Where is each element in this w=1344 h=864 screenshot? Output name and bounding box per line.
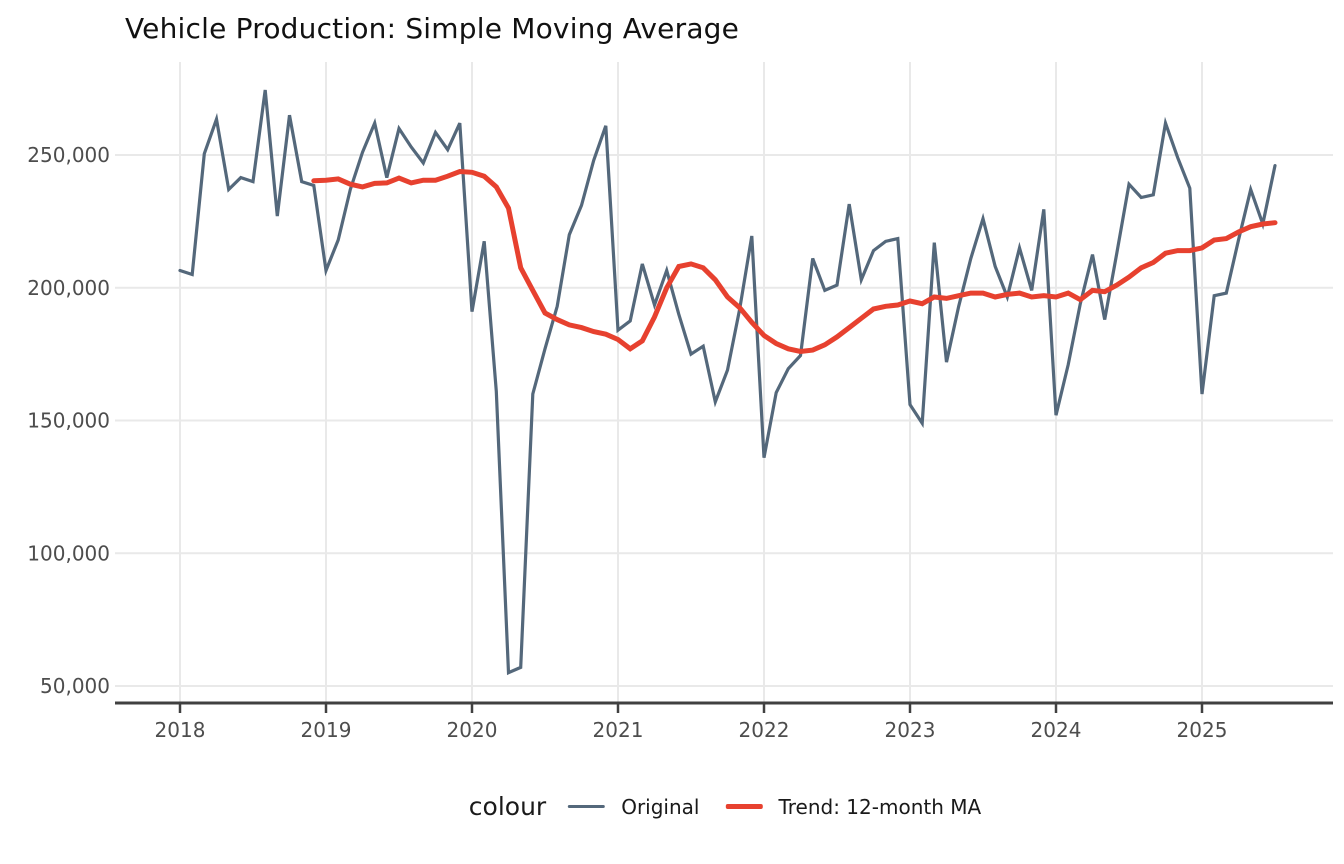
legend-item-original: Original (568, 795, 699, 819)
y-axis-tick-label: 250,000 (27, 143, 110, 167)
legend-title: colour (468, 792, 547, 821)
legend-item-trend: Trend: 12-month MA (725, 795, 981, 819)
series-lines (178, 89, 1278, 676)
legend: colour Original Trend: 12-month MA (469, 792, 981, 821)
y-axis-tick-label: 100,000 (27, 541, 110, 565)
x-axis-tick-label: 2018 (155, 718, 206, 742)
original-series-line (178, 89, 1277, 676)
legend-line-swatch (725, 804, 763, 809)
x-axis-tick-label: 2019 (301, 718, 352, 742)
y-axis-tick-label: 150,000 (27, 409, 110, 433)
x-axis-tick-label: 2024 (1031, 718, 1082, 742)
axes (115, 701, 1333, 713)
x-axis-tick-label: 2022 (739, 718, 790, 742)
legend-item-label: Original (621, 794, 700, 819)
trend-series-line (311, 168, 1278, 355)
x-axis-tick-label: 2020 (447, 718, 498, 742)
chart-title: Vehicle Production: Simple Moving Averag… (125, 12, 740, 45)
y-axis-tick-label: 200,000 (27, 276, 110, 300)
x-axis-tick-label: 2021 (593, 718, 644, 742)
gridlines (115, 62, 1333, 703)
legend-item-label: Trend: 12-month MA (778, 794, 982, 819)
y-axis-tick-label: 50,000 (40, 674, 110, 698)
x-axis-tick-label: 2025 (1177, 718, 1228, 742)
legend-line-swatch (568, 804, 606, 809)
x-axis-tick-label: 2023 (885, 718, 936, 742)
axis-tick-labels: 50,000 100,000 150,000 200,000 250,000 2018 20… (27, 143, 1227, 742)
